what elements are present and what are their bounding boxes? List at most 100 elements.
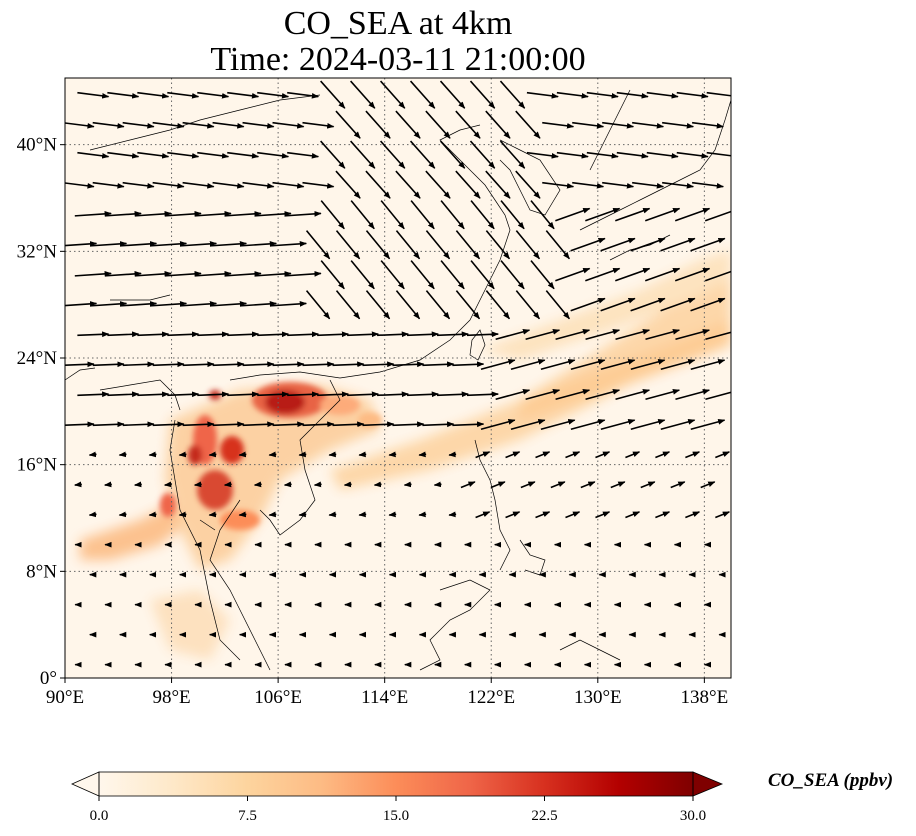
wind-arrow	[317, 331, 350, 338]
wind-arrow	[403, 481, 412, 488]
wind-arrow	[685, 511, 701, 519]
map-title: CO_SEA at 4km	[283, 5, 513, 42]
wind-arrow	[305, 230, 331, 260]
colorbar-tick-label: 0.0	[90, 808, 109, 824]
wind-arrow	[515, 230, 541, 260]
wind-arrow	[436, 331, 469, 338]
wind-arrow	[615, 329, 651, 340]
wind-arrow	[630, 359, 666, 370]
wind-arrow	[238, 511, 247, 518]
wind-arrow	[480, 359, 516, 370]
wind-arrow	[365, 110, 391, 139]
co-concentration-field	[65, 78, 731, 678]
wind-arrow	[268, 511, 277, 518]
wind-arrow	[167, 151, 200, 159]
wind-arrow	[691, 181, 725, 189]
wind-arrow	[565, 451, 581, 459]
wind-arrow	[137, 391, 170, 398]
wind-arrow	[362, 361, 395, 368]
wind-arrow	[422, 361, 455, 368]
wind-arrow	[495, 389, 531, 400]
wind-arrow	[555, 207, 591, 222]
wind-arrow	[645, 329, 680, 340]
wind-arrow	[197, 391, 230, 398]
wind-arrow	[570, 297, 606, 312]
wind-arrow	[676, 91, 709, 99]
wind-arrow	[409, 80, 436, 109]
wind-arrow	[88, 511, 97, 518]
wind-arrow	[320, 140, 346, 169]
wind-arrow	[343, 481, 352, 488]
wind-arrow	[179, 241, 218, 247]
wind-arrow	[335, 290, 361, 320]
wind-arrow	[545, 290, 570, 320]
wind-arrow	[242, 421, 275, 428]
wind-arrow	[74, 481, 82, 488]
wind-arrow	[150, 301, 188, 307]
wind-arrow	[644, 267, 681, 282]
wind-arrow	[615, 389, 651, 400]
wind-arrow	[645, 389, 680, 400]
wind-arrow	[466, 331, 499, 338]
wind-arrow	[570, 359, 606, 370]
wind-arrow	[92, 421, 125, 428]
wind-arrow	[150, 241, 188, 247]
wind-arrow	[565, 511, 581, 519]
wind-arrow	[74, 271, 112, 277]
wind-arrow	[227, 391, 260, 398]
wind-arrow	[104, 271, 142, 277]
wind-arrow	[448, 451, 457, 458]
wind-arrow	[239, 301, 278, 307]
wind-arrow	[257, 151, 290, 159]
lat-tick-label: 24°N	[17, 348, 58, 369]
wind-arrow	[284, 271, 322, 277]
wind-arrow	[122, 421, 155, 428]
wind-arrow	[439, 140, 466, 169]
wind-arrow	[269, 301, 307, 307]
wind-arrow	[328, 511, 337, 518]
wind-arrow	[585, 267, 621, 282]
wind-arrow	[706, 91, 731, 97]
wind-arrow	[335, 230, 361, 260]
lat-tick-label: 16°N	[17, 455, 58, 476]
wind-arrow	[466, 391, 499, 398]
wind-arrow	[535, 511, 551, 519]
map-frame	[64, 77, 732, 679]
colorbar-tick-label: 22.5	[531, 808, 557, 824]
wind-arrow	[690, 237, 726, 252]
wind-arrow	[193, 481, 202, 488]
wind-arrow	[253, 481, 262, 488]
wind-arrow	[480, 419, 516, 430]
wind-arrow	[540, 419, 576, 430]
wind-arrow	[118, 511, 127, 518]
wind-arrow	[675, 389, 710, 400]
wind-arrow	[254, 271, 292, 277]
wind-arrow	[550, 481, 566, 489]
wind-arrow	[525, 329, 561, 340]
wind-arrow	[615, 267, 651, 282]
wind-arrow	[469, 80, 496, 109]
wind-arrow	[164, 481, 172, 488]
lat-tick-label: 40°N	[17, 135, 58, 156]
wind-arrow	[179, 301, 218, 307]
wind-arrow	[715, 451, 731, 459]
wind-arrow	[570, 419, 606, 430]
wind-arrow	[691, 121, 725, 129]
wind-arrow	[90, 241, 128, 247]
wind-arrow	[298, 511, 307, 518]
wind-vectors	[65, 80, 731, 668]
wind-arrow	[410, 260, 435, 290]
wind-arrow	[269, 241, 307, 247]
wind-arrow	[272, 121, 305, 129]
wind-arrow	[455, 170, 481, 199]
wind-arrow	[655, 511, 671, 519]
wind-arrow	[107, 331, 140, 338]
wind-arrow	[104, 481, 112, 488]
wind-arrow	[335, 110, 361, 139]
wind-arrow	[152, 421, 185, 428]
wind-arrow	[525, 389, 561, 400]
lon-tick-label: 130°E	[574, 687, 622, 708]
wind-arrow	[65, 182, 95, 189]
wind-arrow	[670, 481, 686, 489]
